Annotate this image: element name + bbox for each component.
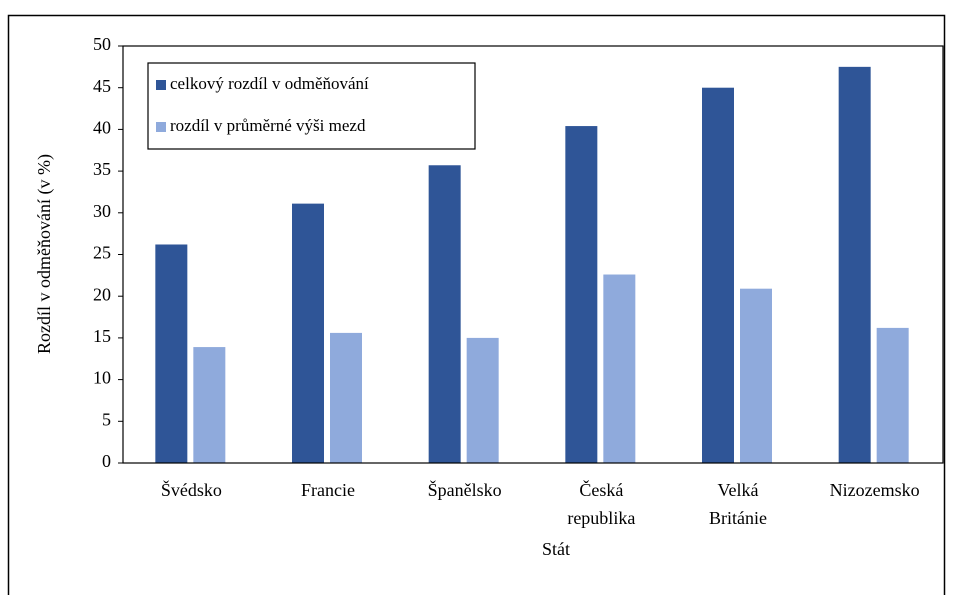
y-tick-label: 30 bbox=[93, 201, 111, 221]
x-tick-label: Česká republika bbox=[567, 479, 635, 528]
chart-border bbox=[7, 14, 946, 595]
legend-swatch bbox=[156, 122, 166, 132]
y-tick-label: 25 bbox=[93, 243, 111, 263]
bar bbox=[330, 332, 362, 463]
y-tick-label: 40 bbox=[93, 118, 111, 138]
bar bbox=[565, 126, 598, 464]
y-tick-label: 5 bbox=[102, 409, 111, 429]
legend-box bbox=[147, 62, 476, 150]
bar bbox=[193, 347, 226, 463]
bar bbox=[740, 288, 772, 463]
bar bbox=[876, 327, 909, 463]
y-tick-label: 45 bbox=[93, 76, 111, 96]
y-tick-label: 20 bbox=[93, 284, 111, 304]
plot-border bbox=[122, 45, 944, 464]
legend-label: celkový rozdíl v odměňování bbox=[170, 74, 369, 93]
y-tick-label: 10 bbox=[93, 368, 111, 388]
x-tick-label: Velká Británie bbox=[709, 480, 767, 528]
y-tick-label: 35 bbox=[93, 159, 111, 179]
x-tick-label: Francie bbox=[301, 480, 355, 500]
y-tick-label: 50 bbox=[93, 34, 111, 54]
bar bbox=[838, 66, 871, 463]
bar bbox=[603, 274, 636, 463]
legend-swatch bbox=[156, 80, 166, 90]
bar bbox=[466, 337, 499, 463]
y-axis-title: Rozdíl v odměňování (v %) bbox=[34, 154, 55, 354]
bar bbox=[428, 165, 461, 463]
legend-label: rozdíl v průměrné výši mezd bbox=[170, 116, 366, 135]
x-tick-label: Španělsko bbox=[428, 479, 502, 500]
x-tick-label: Nizozemsko bbox=[830, 480, 920, 500]
bar bbox=[155, 244, 188, 463]
x-tick-label: Švédsko bbox=[161, 479, 222, 500]
bar bbox=[292, 203, 324, 463]
y-tick-label: 15 bbox=[93, 326, 111, 346]
bar bbox=[702, 87, 734, 463]
x-axis-title: Stát bbox=[542, 539, 570, 559]
y-tick-label: 0 bbox=[102, 451, 111, 471]
